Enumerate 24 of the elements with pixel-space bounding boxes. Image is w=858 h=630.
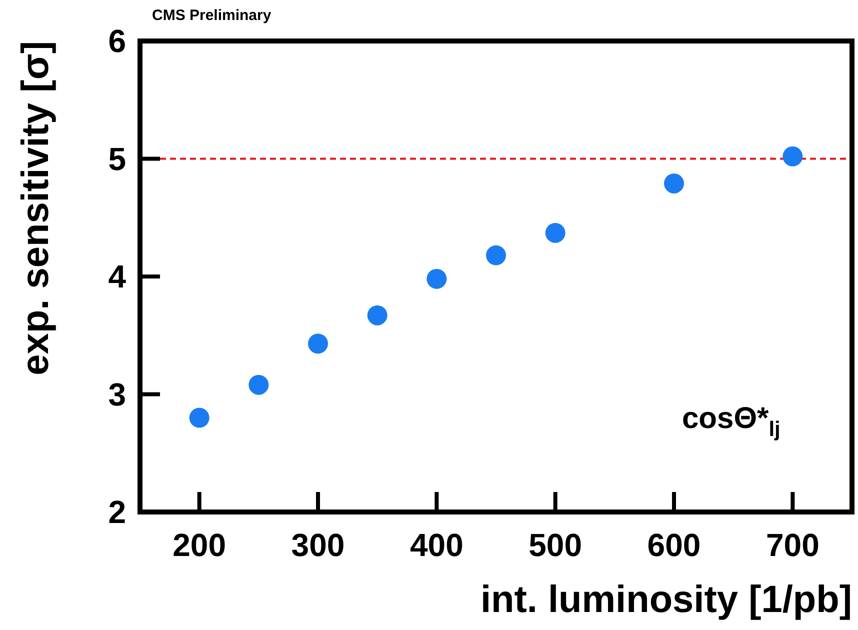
- y-axis-title: exp. sensitivity [σ]: [15, 41, 57, 376]
- x-tick-label: 700: [766, 527, 820, 563]
- y-tick-label: 5: [108, 140, 126, 177]
- point: [664, 173, 684, 194]
- chart-title: CMS Preliminary: [152, 7, 272, 24]
- y-tick-label: 2: [108, 494, 126, 530]
- x-tick-label: 500: [528, 527, 582, 563]
- point: [545, 222, 566, 243]
- x-tick-label: 200: [172, 527, 226, 563]
- x-tick-label: 400: [410, 527, 464, 563]
- point: [248, 374, 269, 395]
- y-tick-label: 3: [108, 376, 126, 412]
- point: [486, 245, 506, 266]
- point: [308, 334, 328, 354]
- annotation: cosΘ*$_{lj}$: [682, 402, 780, 442]
- point: [189, 408, 210, 428]
- x-tick-label: 300: [291, 527, 345, 563]
- y-tick-label: 6: [108, 23, 126, 60]
- x-tick-label: 600: [647, 527, 701, 563]
- point: [426, 268, 447, 289]
- point: [367, 305, 388, 326]
- y-tick-label: 4: [108, 258, 126, 295]
- point: [782, 146, 803, 166]
- x-axis-title: int. luminosity [1/pb]: [480, 579, 852, 621]
